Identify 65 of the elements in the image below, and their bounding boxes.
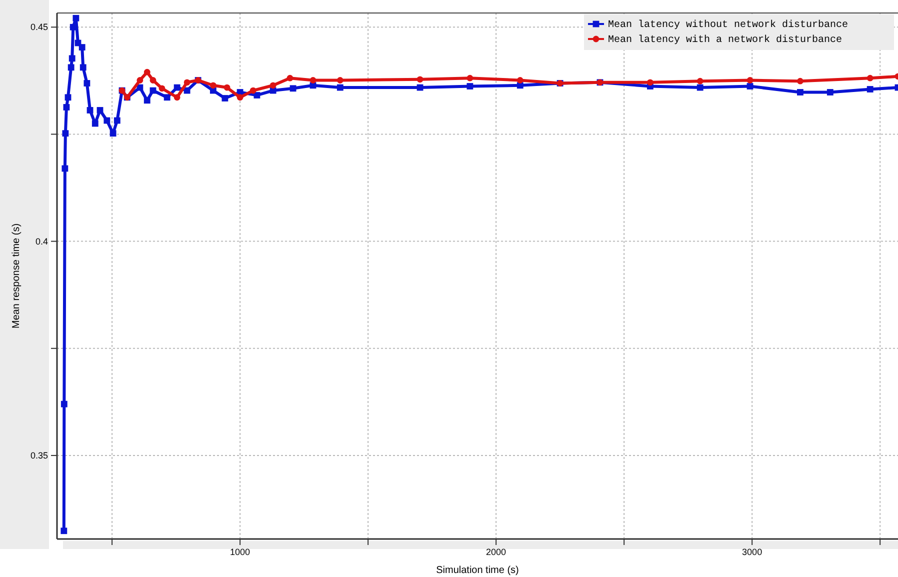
point — [62, 130, 69, 137]
point — [250, 87, 256, 94]
point — [290, 85, 296, 92]
x-tick-label: 1000 — [230, 547, 250, 557]
point — [92, 120, 98, 127]
legend-label: Mean latency without network disturbance — [608, 19, 848, 31]
point — [80, 64, 86, 71]
point — [696, 84, 704, 91]
y-tick-label: 0.45 — [30, 22, 48, 32]
point — [866, 86, 874, 92]
point — [184, 79, 190, 86]
point — [68, 64, 74, 71]
y-tick-label: 0.4 — [35, 236, 48, 246]
point — [336, 84, 344, 91]
point — [310, 77, 316, 84]
y-axis-title: Mean response time (s) — [11, 223, 22, 329]
point — [696, 78, 704, 84]
x-tick-label: 3000 — [742, 547, 762, 557]
point — [136, 77, 144, 84]
point — [286, 74, 294, 82]
point — [826, 89, 834, 96]
y-tick-label: 0.35 — [30, 450, 48, 460]
point — [746, 83, 754, 90]
point — [63, 104, 70, 110]
point — [254, 92, 260, 98]
point — [797, 78, 804, 84]
point — [184, 87, 190, 94]
point — [68, 55, 76, 62]
point — [797, 89, 804, 96]
point — [516, 77, 524, 84]
legend-label: Mean latency with a network disturbance — [608, 34, 842, 46]
point — [104, 117, 110, 124]
point — [164, 94, 170, 101]
point — [174, 94, 180, 101]
point — [144, 68, 150, 76]
point — [60, 528, 68, 534]
point — [466, 83, 474, 90]
point — [646, 79, 654, 86]
point — [72, 14, 80, 22]
point — [70, 24, 76, 30]
point — [64, 94, 72, 101]
point — [144, 97, 150, 104]
point — [150, 77, 156, 84]
point — [222, 95, 228, 102]
x-axis-title: Simulation time (s) — [436, 565, 519, 576]
point — [84, 80, 90, 86]
point — [270, 82, 276, 89]
point — [114, 117, 120, 124]
point — [866, 74, 874, 82]
point — [466, 74, 474, 82]
point — [746, 77, 754, 84]
point — [60, 400, 68, 408]
point — [416, 76, 424, 83]
point — [62, 165, 68, 172]
point — [86, 107, 94, 114]
point — [236, 94, 244, 101]
point — [110, 130, 116, 137]
point — [174, 84, 180, 91]
point — [210, 82, 216, 89]
point — [224, 84, 230, 91]
point — [78, 44, 86, 50]
point — [96, 107, 104, 114]
point — [336, 77, 344, 84]
point — [158, 85, 166, 92]
x-tick-label: 2000 — [486, 547, 506, 557]
